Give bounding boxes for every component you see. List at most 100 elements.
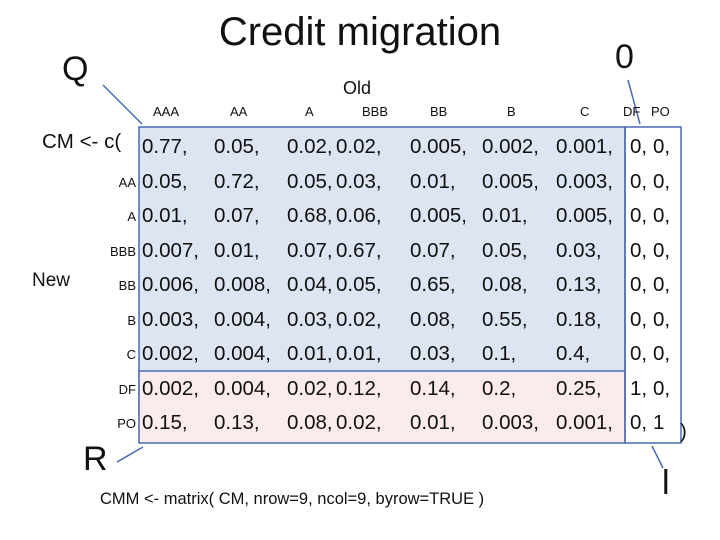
matrix-cell: 0.01, (214, 238, 260, 262)
matrix-cell: 0.05, (142, 169, 188, 193)
matrix-cell: 0.2, (482, 376, 517, 400)
matrix-cell: 0.65, (410, 273, 456, 296)
r-arrow (116, 446, 144, 463)
matrix-cell: 0.005, (410, 135, 467, 158)
matrix-cell: 0.01, (410, 411, 456, 434)
matrix-cell: 0, (630, 238, 648, 262)
matrix-cell: 0.1, (482, 342, 517, 365)
matrix-cell: 0.08, (482, 273, 528, 296)
corner-label-zero: 0 (615, 38, 634, 76)
column-header: C (580, 104, 590, 119)
matrix-cell: 0.02, (336, 135, 382, 158)
matrix-cell: 0, (653, 238, 671, 262)
matrix-cell: 0.02, (287, 135, 333, 158)
matrix-cell: 0.002, (142, 376, 199, 400)
matrix-cell: 0, (630, 135, 648, 158)
column-header: PO (651, 104, 670, 119)
closing-paren: ) (680, 420, 687, 443)
matrix-cell: 0.07, (214, 204, 260, 227)
matrix-cell: 0.006, (142, 273, 199, 296)
footer-code: CMM <- matrix( CM, nrow=9, ncol=9, byrow… (100, 490, 485, 508)
matrix-cell: 0.72, (214, 169, 260, 193)
matrix-cell: 0.03, (287, 307, 333, 331)
matrix-cell: 1, (630, 376, 648, 400)
matrix-cell: 0, (630, 411, 648, 434)
l-arrow (651, 445, 664, 469)
matrix-cell: 0.008, (214, 273, 271, 296)
matrix-cell: 0.18, (556, 307, 602, 331)
matrix-cell: 0.03, (556, 238, 602, 262)
matrix-cell: 0.01, (410, 169, 456, 193)
matrix-cell: 0.003, (556, 169, 613, 193)
matrix-cell: 0.13, (214, 411, 260, 434)
matrix-cell: 0.05, (287, 169, 333, 193)
zero-identity-box (624, 126, 682, 444)
matrix-cell: 0.06, (336, 204, 382, 227)
matrix-cell: 0.005, (482, 169, 539, 193)
matrix-cell: 0, (653, 273, 671, 296)
matrix-cell: 0.03, (410, 342, 456, 365)
row-header: B (127, 312, 136, 328)
matrix-cell: 0.02, (287, 376, 333, 400)
matrix-cell: 0, (630, 273, 648, 296)
matrix-cell: 0, (653, 169, 671, 193)
matrix-cell: 0, (653, 342, 671, 365)
corner-label-q: Q (62, 50, 89, 88)
row-header: BBB (109, 243, 136, 259)
matrix-cell: 1 (653, 411, 665, 434)
matrix-cell: 0.001, (556, 411, 613, 434)
matrix-cell: 0, (630, 204, 648, 227)
matrix-cell: 0.004, (214, 376, 271, 400)
matrix-cell: 0.003, (482, 411, 539, 434)
matrix-cell: 0.07, (287, 238, 333, 262)
matrix-cell: 0.08, (410, 307, 456, 331)
matrix-cell: 0, (653, 307, 671, 331)
page-title: Credit migration (218, 10, 502, 54)
matrix-cell: 0.03, (336, 169, 382, 193)
old-axis-label: Old (343, 78, 372, 98)
column-header: AA (230, 104, 248, 119)
row-header: AA (118, 174, 136, 190)
matrix-cell: 0.01, (287, 342, 333, 365)
matrix-cell: 0.001, (556, 135, 613, 158)
matrix-cell: 0.005, (556, 204, 613, 227)
corner-label-r: R (83, 440, 108, 478)
column-header: AAA (153, 104, 180, 119)
row-header: A (127, 209, 136, 224)
matrix-cell: 0, (653, 135, 671, 158)
matrix-cell: 0.01, (482, 204, 528, 227)
matrix-cell: 0.05, (336, 273, 382, 296)
matrix-cell: 0.002, (142, 342, 199, 365)
row-header: PO (117, 416, 136, 431)
matrix-cell: 0, (630, 342, 648, 365)
matrix-cell: 0.02, (336, 411, 382, 434)
matrix-cell: 0, (630, 169, 648, 193)
matrix-cell: 0.02, (336, 307, 382, 331)
matrix-cell: 0, (630, 307, 648, 331)
matrix-cell: 0.68, (287, 204, 333, 227)
column-header: BBB (362, 104, 389, 119)
row-header: C (126, 347, 136, 362)
row-header: BB (118, 278, 136, 293)
q-arrow (102, 84, 143, 125)
column-header: BB (430, 104, 448, 119)
column-header: DF (623, 104, 641, 119)
matrix-cell: 0.13, (556, 273, 602, 296)
matrix-cell: 0, (653, 204, 671, 227)
matrix-cell: 0, (653, 376, 671, 400)
column-header: A (305, 104, 314, 119)
matrix-cell: 0.01, (336, 342, 382, 365)
matrix-cell: 0.003, (142, 307, 199, 331)
matrix-cell: 0.007, (142, 238, 199, 262)
matrix-cell: 0.05, (482, 238, 528, 262)
q-submatrix-box (138, 126, 626, 416)
matrix-cell: 0.67, (336, 238, 382, 262)
matrix-cell: 0.15, (142, 411, 188, 434)
new-axis-label: New (32, 270, 71, 291)
zero-arrow (627, 79, 641, 125)
matrix-cell: 0.002, (482, 135, 539, 158)
matrix-cell: 0.4, (556, 342, 591, 365)
matrix-cell: 0.25, (556, 376, 602, 400)
r-submatrix-box (138, 370, 626, 444)
